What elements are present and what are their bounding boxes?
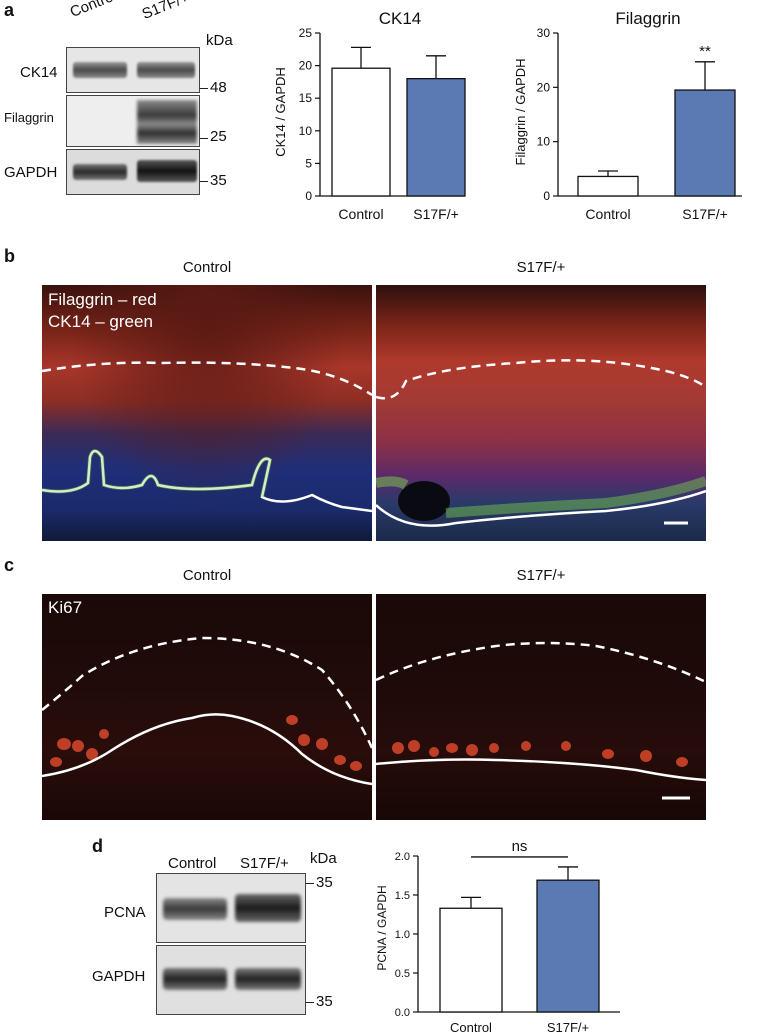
overlay-ki67: Ki67 — [48, 598, 83, 617]
blot-d-marker-bottom: 35 — [316, 993, 333, 1010]
blot-a-row-gapdh: GAPDH — [4, 164, 58, 181]
bar-control — [577, 175, 639, 197]
panel-c-label: c — [4, 555, 15, 575]
blot-d-row-pcna: PCNA — [104, 904, 146, 921]
blot-a-row-filaggrin: Filaggrin — [4, 110, 54, 125]
blot-a-lane-mutant: S17F/+ — [139, 0, 192, 24]
y-tick-label: 1.5 — [395, 890, 410, 902]
overlay-ck14-green: CK14 – green — [48, 312, 153, 331]
panel-a-label: a — [4, 0, 15, 20]
chart-ck14: CK14 CK14 / GAPDH 0 5 10 15 20 25 Control S17F/… — [273, 9, 466, 222]
panel-c-title-mutant: S17F/+ — [516, 567, 566, 584]
y-tick-label: 20 — [299, 59, 313, 73]
x-category-label: S17F/+ — [413, 206, 459, 222]
y-tick-label: 0.0 — [395, 1007, 410, 1019]
blot-a-marker-48: 48 — [210, 79, 227, 96]
y-tick-label: 0.5 — [395, 968, 410, 980]
y-tick-label: 2.0 — [395, 851, 410, 863]
bar-control — [439, 907, 503, 1013]
bar-control — [331, 67, 391, 197]
y-tick-label: 5 — [305, 156, 312, 170]
chart-ck14-title: CK14 — [379, 9, 422, 28]
blot-d-lane-mutant: S17F/+ — [240, 855, 289, 872]
micrograph-b-control: Filaggrin – red CK14 – green — [42, 285, 372, 541]
panel-b-title-mutant: S17F/+ — [516, 259, 566, 276]
micrograph-b-mutant — [376, 285, 706, 541]
micrograph-c-mutant — [376, 594, 706, 820]
significance-label: ns — [512, 838, 528, 855]
blot-a-marker-35: 35 — [210, 172, 227, 189]
panel-c-title-control: Control — [182, 567, 232, 584]
y-tick-label: 30 — [537, 26, 551, 40]
blot-a-lane-control: Control — [67, 0, 119, 21]
chart-ck14-ylabel: CK14 / GAPDH — [273, 67, 288, 157]
chart-pcna: PCNA / GAPDH 0.0 0.5 1.0 1.5 2.0 Control S17F/… — [375, 838, 620, 1033]
bar-s17f- — [674, 89, 736, 197]
y-tick-label: 10 — [299, 124, 313, 138]
overlay-filaggrin-red: Filaggrin – red — [48, 290, 157, 309]
bar-s17f- — [406, 77, 466, 197]
y-tick-label: 10 — [537, 135, 551, 149]
panel-b-label: b — [4, 246, 15, 266]
x-category-label: Control — [585, 206, 630, 222]
y-tick-label: 20 — [537, 80, 551, 94]
blot-d-kda-unit: kDa — [310, 850, 337, 867]
blot-a-filaggrin — [66, 95, 200, 147]
x-category-label: Control — [450, 1020, 492, 1033]
blot-a-kda-unit: kDa — [206, 32, 233, 49]
significance-label: ** — [699, 43, 711, 60]
blot-d-pcna — [156, 873, 306, 943]
x-category-label: Control — [338, 206, 383, 222]
blot-a-gapdh — [66, 149, 200, 195]
panel-b-title-control: Control — [182, 259, 232, 276]
bar-s17f- — [536, 879, 600, 1013]
y-tick-label: 15 — [299, 91, 313, 105]
y-tick-label: 1.0 — [395, 929, 410, 941]
y-tick-label: 25 — [299, 26, 313, 40]
panel-d-label: d — [92, 836, 103, 856]
x-category-label: S17F/+ — [547, 1020, 589, 1033]
micrograph-c-control: Ki67 — [42, 594, 372, 820]
blot-d-marker-top: 35 — [316, 874, 333, 891]
blot-a-row-ck14: CK14 — [20, 64, 58, 81]
blot-d-lane-control: Control — [168, 855, 217, 872]
blot-a-ck14 — [66, 47, 200, 93]
chart-filaggrin-ylabel: Filaggrin / GAPDH — [513, 59, 528, 166]
blot-a-marker-25: 25 — [210, 128, 227, 145]
chart-pcna-ylabel: PCNA / GAPDH — [375, 885, 389, 970]
x-category-label: S17F/+ — [682, 206, 728, 222]
y-tick-label: 0 — [543, 189, 550, 203]
chart-filaggrin-title: Filaggrin — [615, 9, 680, 28]
blot-d-gapdh — [156, 945, 306, 1015]
chart-filaggrin: Filaggrin Filaggrin / GAPDH 0 10 20 30 Contr… — [513, 9, 742, 222]
blot-d-row-gapdh: GAPDH — [92, 968, 146, 985]
y-tick-label: 0 — [305, 189, 312, 203]
